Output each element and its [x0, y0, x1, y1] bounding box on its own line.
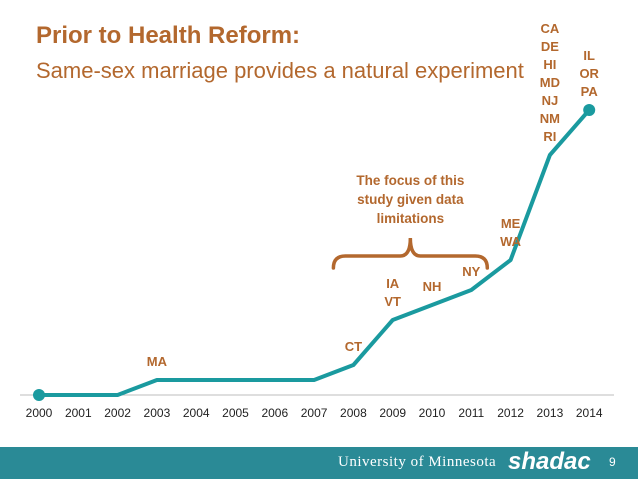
callout-bracket [331, 237, 490, 270]
x-tick-label: 2013 [537, 406, 564, 420]
state-annotation: NH [423, 279, 442, 294]
x-tick-label: 2011 [458, 406, 484, 420]
university-wordmark: University of Minnesota [338, 454, 497, 470]
slide-subtitle: Same-sex marriage provides a natural exp… [36, 58, 524, 83]
x-tick-label: 2002 [104, 406, 131, 420]
footer-bar: University of Minnesota shadac 9 [0, 447, 638, 479]
state-annotation: NY [462, 264, 480, 279]
x-tick-label: 2009 [379, 406, 406, 420]
x-tick-label: 2005 [222, 406, 249, 420]
x-tick-label: 2006 [261, 406, 288, 420]
state-annotation: IL OR PA [579, 48, 599, 99]
x-tick-label: 2010 [419, 406, 446, 420]
state-annotation: IA VT [384, 276, 401, 309]
brand-logo: shadac [508, 448, 591, 475]
x-tick-label: 2000 [26, 406, 53, 420]
slide-title: Prior to Health Reform: [36, 22, 301, 49]
callout-text: The focus of this study given data limitat… [356, 173, 464, 226]
series-end-marker [583, 104, 596, 116]
x-tick-label: 2007 [301, 406, 328, 420]
page-number: 9 [609, 455, 616, 469]
state-annotation: CT [345, 339, 362, 354]
x-tick-label: 2004 [183, 406, 210, 420]
series-end-marker [33, 389, 45, 401]
series-line [37, 108, 592, 397]
state-annotation: ME WA [500, 216, 522, 249]
x-tick-label: 2001 [65, 406, 92, 420]
x-tick-label: 2008 [340, 406, 367, 420]
x-tick-label: 2012 [497, 406, 524, 420]
x-tick-label: 2014 [576, 406, 603, 420]
state-annotation: MA [147, 354, 168, 369]
x-tick-label: 2003 [144, 406, 171, 420]
state-annotation: CA DE HI MD NJ NM RI [540, 21, 560, 144]
line-chart: 2000 2001 2002 2003 2004 2005 2006 2007 2008 2009… [20, 21, 614, 420]
